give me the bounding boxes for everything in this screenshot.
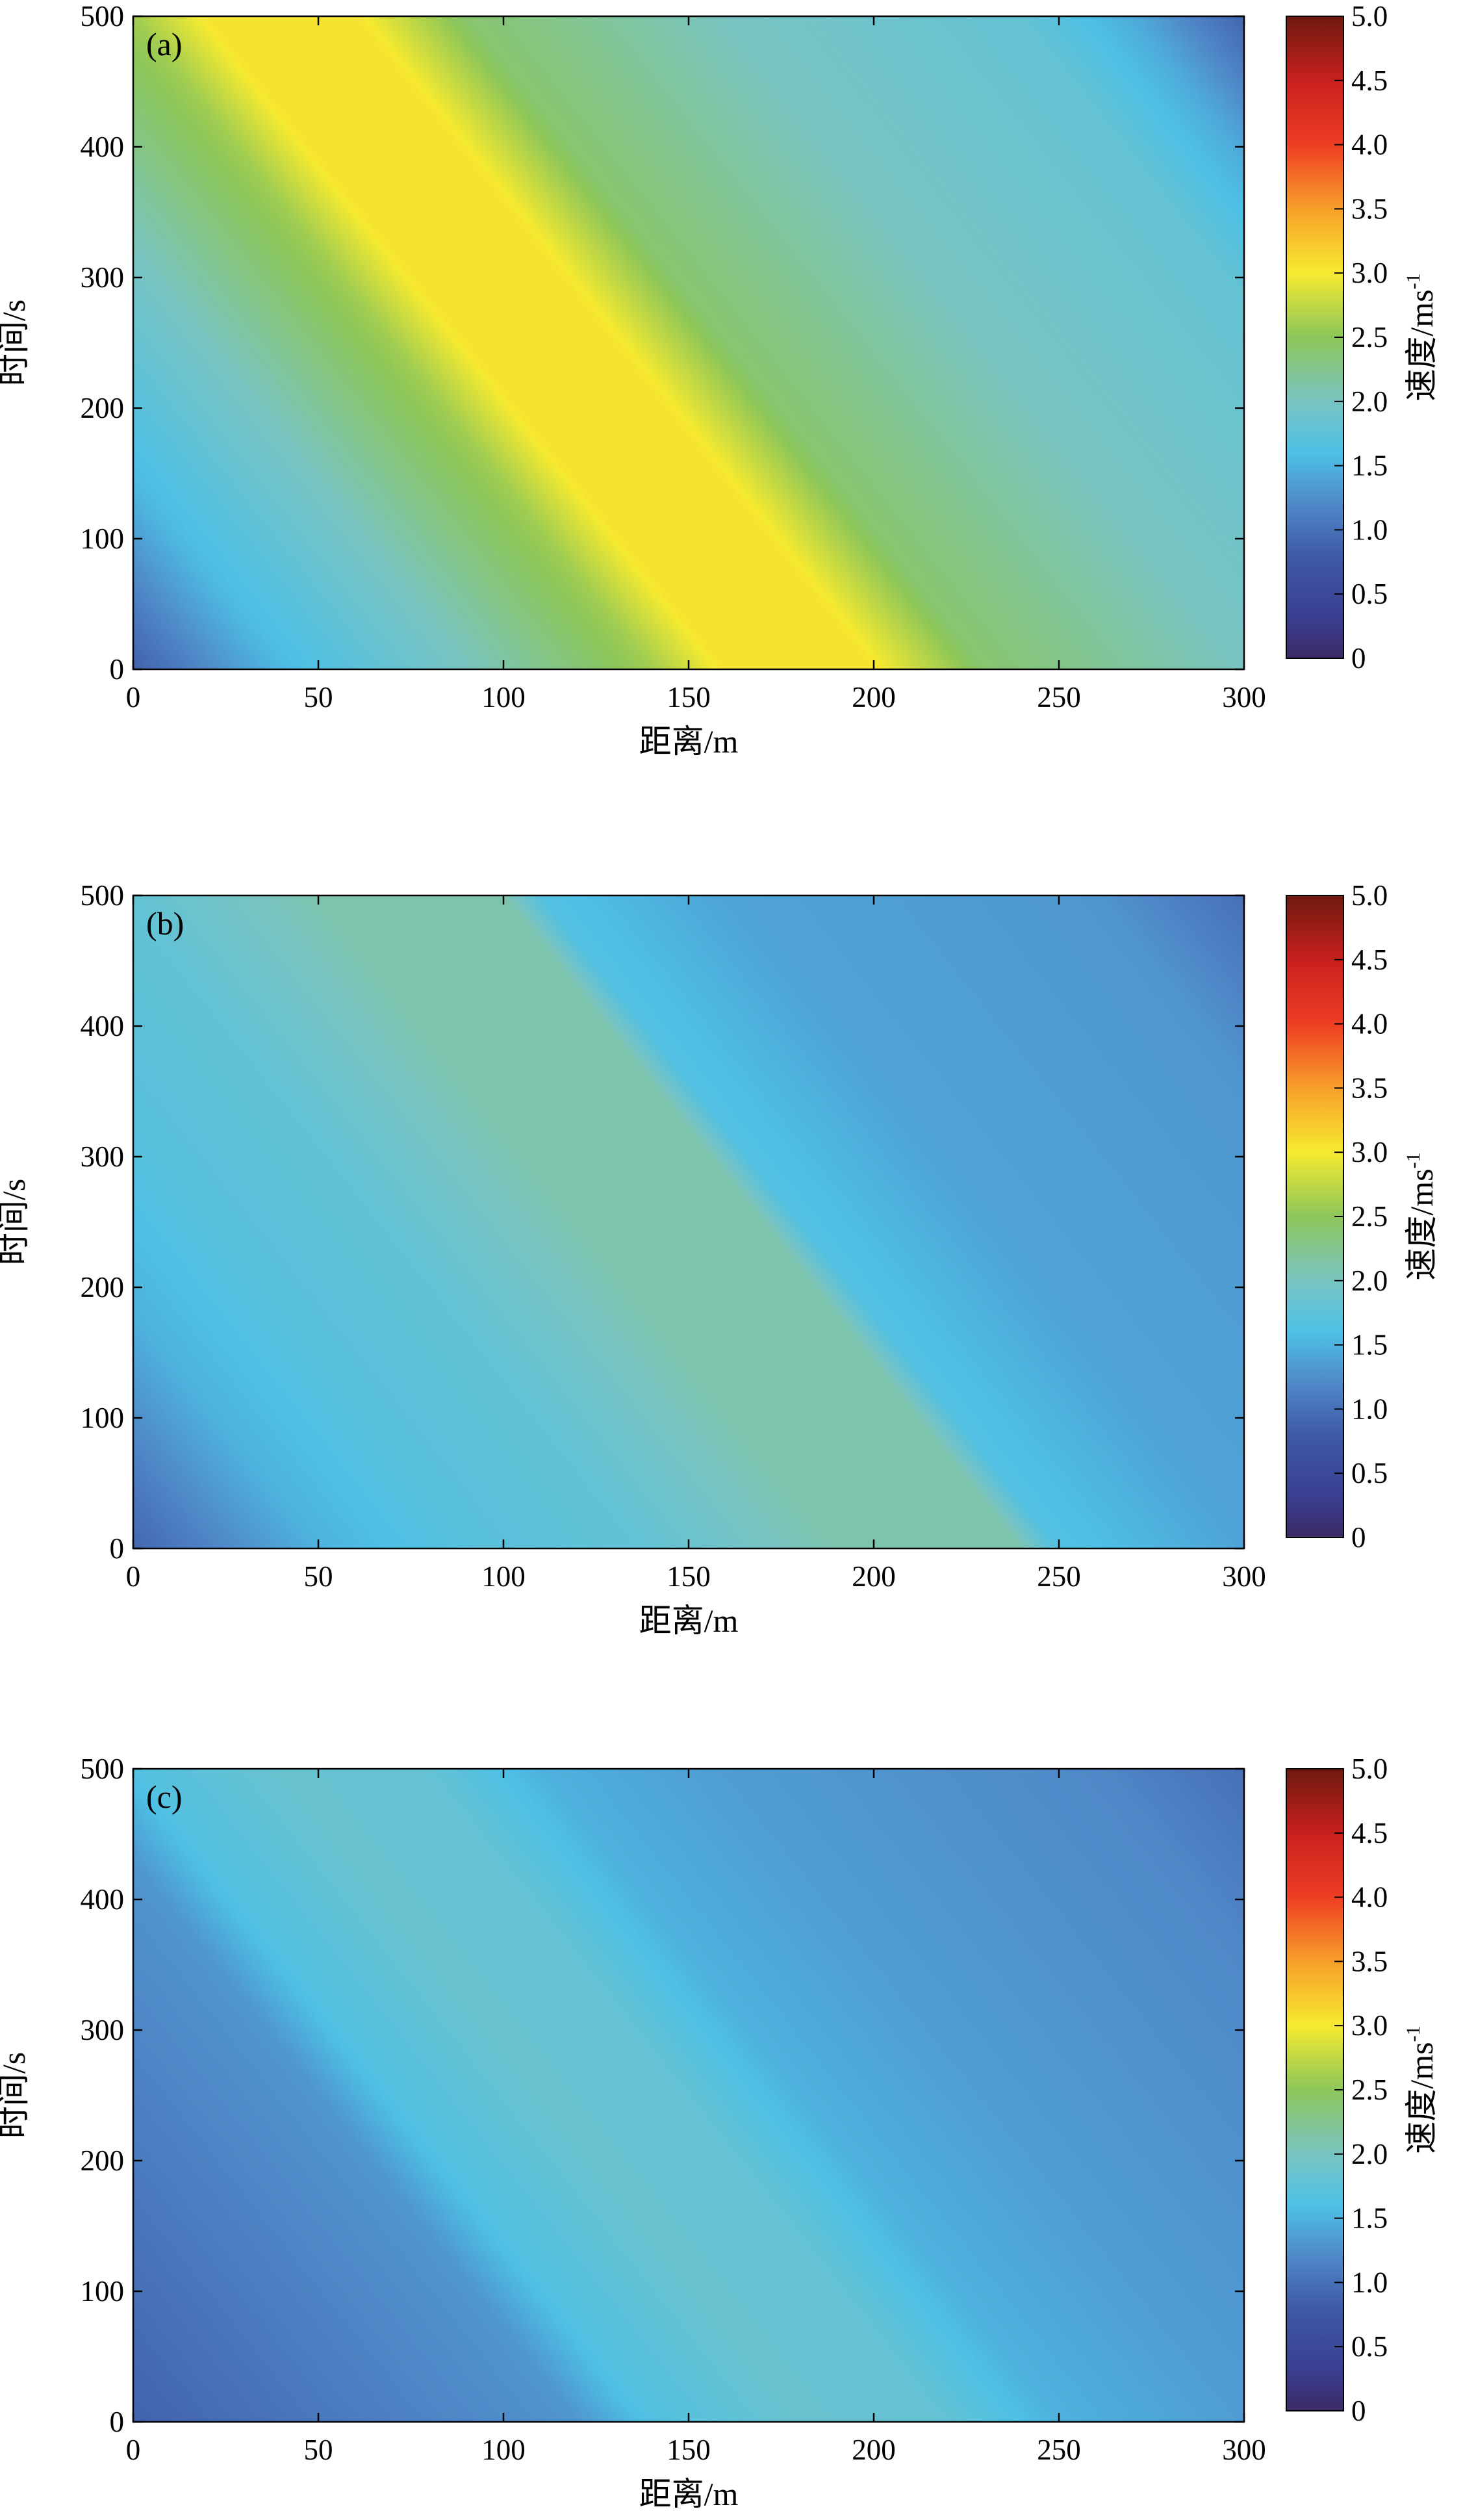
x-tick-label: 300: [1222, 1560, 1266, 1593]
y-tick-label: 400: [81, 1010, 125, 1042]
colorbar-tick-label: 3.5: [1351, 192, 1388, 225]
colorbar-tick-label: 1.5: [1351, 1329, 1388, 1361]
colorbar-tick-label: 5.0: [1351, 879, 1388, 912]
colorbar-tick-label: 4.5: [1351, 64, 1388, 97]
y-tick-label: 300: [81, 1140, 125, 1173]
x-tick-label: 200: [852, 2434, 896, 2466]
colorbar-tick-label: 2.0: [1351, 385, 1388, 418]
colorbar-title-superscript: -1: [1403, 273, 1424, 289]
colorbar-tick-label: 1.5: [1351, 2202, 1388, 2235]
colorbar-tick-label: 2.0: [1351, 2138, 1388, 2170]
y-tick-label: 200: [81, 392, 125, 424]
x-tick-label: 50: [304, 1560, 333, 1593]
panel-label: (a): [146, 26, 183, 62]
colorbar-tick-label: 0: [1351, 642, 1366, 675]
colorbar-tick-label: 2.5: [1351, 2074, 1388, 2106]
colorbar-tick-label: 4.0: [1351, 129, 1388, 161]
x-tick-label: 300: [1222, 2434, 1266, 2466]
y-tick-label: 200: [81, 2144, 125, 2177]
x-tick-label: 300: [1222, 681, 1266, 714]
y-tick-label: 400: [81, 131, 125, 163]
x-tick-label: 250: [1037, 681, 1081, 714]
x-tick-label: 150: [667, 1560, 711, 1593]
y-tick-label: 0: [110, 1532, 125, 1565]
y-tick-label: 500: [81, 1753, 125, 1785]
colorbar-tick-label: 0.5: [1351, 2330, 1388, 2363]
y-tick-label: 0: [110, 2406, 125, 2438]
x-axis-title: 距离/m: [639, 723, 739, 760]
y-tick-label: 300: [81, 2014, 125, 2046]
colorbar-tick-label: 3.0: [1351, 2009, 1388, 2042]
y-tick-label: 100: [81, 2275, 125, 2308]
colorbar-tick-label: 0.5: [1351, 578, 1388, 610]
heatmap: [133, 16, 1244, 669]
colorbar-tick-label: 4.0: [1351, 1881, 1388, 1914]
colorbar-tick-label: 1.5: [1351, 450, 1388, 482]
colorbar-title: 速度/ms-1: [1403, 273, 1440, 401]
x-tick-label: 0: [126, 1560, 141, 1593]
x-tick-label: 250: [1037, 2434, 1081, 2466]
y-tick-label: 0: [110, 653, 125, 686]
y-tick-label: 400: [81, 1883, 125, 1916]
x-tick-label: 50: [304, 681, 333, 714]
x-tick-label: 0: [126, 2434, 141, 2466]
x-axis-title: 距离/m: [639, 1602, 739, 1639]
colorbar-tick-label: 3.0: [1351, 257, 1388, 289]
y-tick-label: 200: [81, 1271, 125, 1304]
colorbar-tick-label: 5.0: [1351, 1753, 1388, 1785]
heatmap: [133, 895, 1244, 1549]
panel-label: (b): [146, 905, 184, 942]
colorbar-title-superscript: -1: [1403, 1152, 1424, 1168]
y-axis-title: 时间/s: [0, 2052, 32, 2139]
colorbar-tick-label: 1.0: [1351, 513, 1388, 546]
y-tick-label: 100: [81, 522, 125, 555]
y-tick-label: 100: [81, 1402, 125, 1434]
panel-label: (c): [146, 1779, 183, 1815]
heatmap: [133, 1769, 1244, 2422]
x-tick-label: 200: [852, 1560, 896, 1593]
x-tick-label: 100: [481, 1560, 526, 1593]
x-tick-label: 250: [1037, 1560, 1081, 1593]
colorbar-tick-label: 0.5: [1351, 1457, 1388, 1489]
colorbar-tick-label: 3.0: [1351, 1136, 1388, 1168]
panel-b: 0 50 100 150 200 250 300 0 100 200 300 400 500 距离/m 时间…: [0, 879, 1440, 1639]
colorbar-title: 速度/ms-1: [1403, 2025, 1440, 2154]
x-tick-label: 100: [481, 681, 526, 714]
colorbar: [1286, 895, 1344, 1538]
colorbar-tick-label: 4.5: [1351, 1817, 1388, 1849]
colorbar-title-superscript: -1: [1403, 2025, 1424, 2042]
colorbar-tick-label: 5.0: [1351, 0, 1388, 32]
y-axis-title: 时间/s: [0, 1179, 32, 1265]
colorbar-title: 速度/ms-1: [1403, 1152, 1440, 1280]
colorbar-tick-label: 3.5: [1351, 1945, 1388, 1977]
panel-c: 0 50 100 150 200 250 300 0 100 200 300 400 500 距离/m 时间…: [0, 1753, 1440, 2512]
colorbar-tick-label: 1.0: [1351, 1393, 1388, 1425]
panel-a: 0 50 100 150 200 250 300 0 100 200 300 400 500 距离/m 时间…: [0, 0, 1440, 760]
colorbar-tick-label: 4.0: [1351, 1008, 1388, 1040]
colorbar-tick-label: 0: [1351, 1521, 1366, 1554]
x-tick-label: 50: [304, 2434, 333, 2466]
colorbar-tick-label: 2.5: [1351, 1200, 1388, 1233]
colorbar-tick-label: 1.0: [1351, 2266, 1388, 2298]
colorbar: [1286, 16, 1344, 659]
x-tick-label: 150: [667, 2434, 711, 2466]
x-tick-label: 200: [852, 681, 896, 714]
y-axis-title: 时间/s: [0, 300, 32, 386]
y-tick-label: 300: [81, 261, 125, 294]
colorbar-tick-label: 2.0: [1351, 1265, 1388, 1297]
colorbar-tick-label: 2.5: [1351, 321, 1388, 354]
y-tick-label: 500: [81, 879, 125, 912]
colorbar: [1286, 1768, 1344, 2411]
x-tick-label: 100: [481, 2434, 526, 2466]
colorbar-tick-label: 3.5: [1351, 1072, 1388, 1104]
x-tick-label: 0: [126, 681, 141, 714]
x-axis-title: 距离/m: [639, 2476, 739, 2512]
x-tick-label: 150: [667, 681, 711, 714]
y-tick-label: 500: [81, 0, 125, 32]
colorbar-tick-label: 4.5: [1351, 944, 1388, 976]
colorbar-tick-label: 0: [1351, 2395, 1366, 2427]
